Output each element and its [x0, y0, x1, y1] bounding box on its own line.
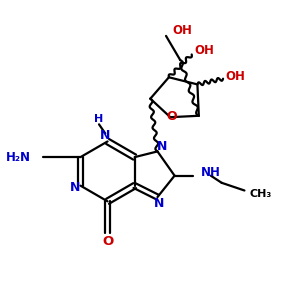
Text: O: O — [102, 235, 113, 248]
Text: N: N — [154, 197, 164, 210]
Text: OH: OH — [172, 24, 193, 37]
Text: OH: OH — [225, 70, 245, 83]
Text: CH₃: CH₃ — [250, 189, 272, 199]
Text: NH: NH — [201, 166, 221, 179]
Text: O: O — [167, 110, 177, 123]
Text: N: N — [100, 129, 110, 142]
Text: N: N — [157, 140, 167, 153]
Text: H₂N: H₂N — [6, 151, 31, 164]
Text: H: H — [94, 114, 103, 124]
Text: OH: OH — [195, 44, 214, 57]
Text: N: N — [70, 181, 80, 194]
